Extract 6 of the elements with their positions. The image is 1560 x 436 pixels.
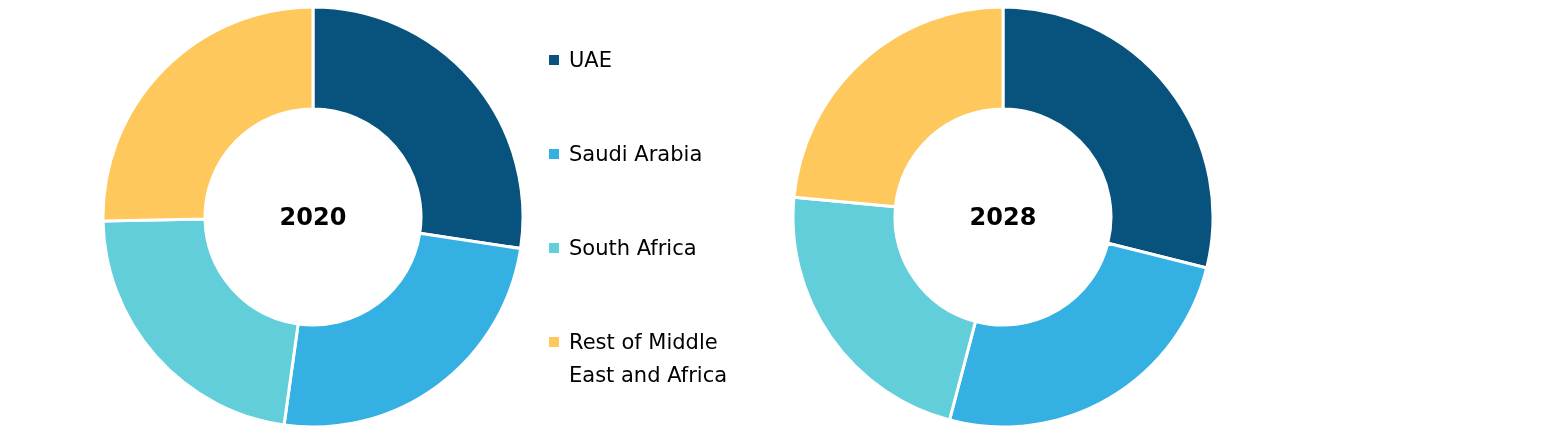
legend-label: Rest of Middle East and Africa <box>569 330 728 387</box>
legend-label: South Africa <box>569 236 697 261</box>
legend-label: UAE <box>569 48 613 73</box>
legend-label: Saudi Arabia <box>569 142 703 167</box>
text: 2028 <box>969 203 1037 232</box>
text: 2020 <box>279 203 347 232</box>
